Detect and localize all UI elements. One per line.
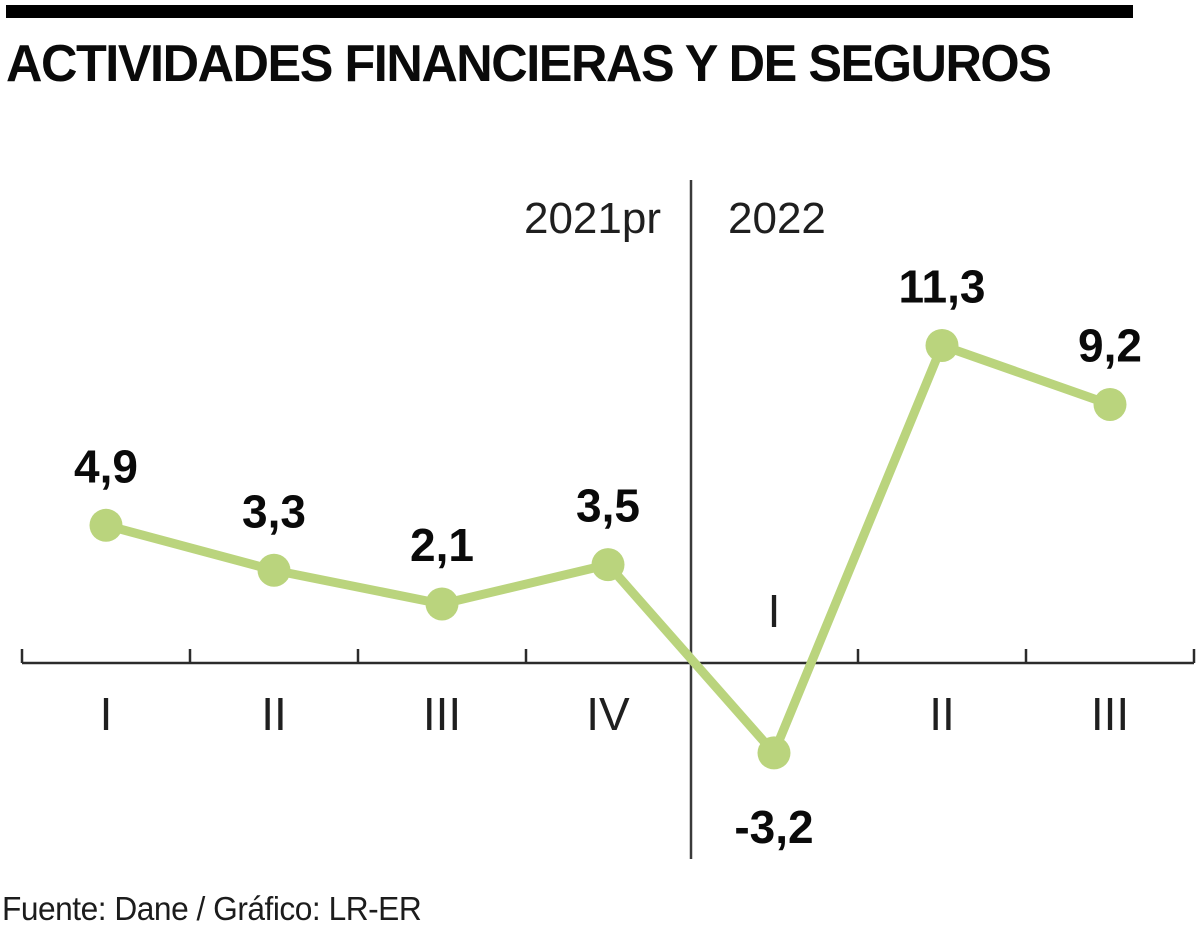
x-axis-label: II [929,688,955,740]
data-point [257,553,291,587]
data-point-label: 4,9 [74,440,138,492]
data-point [1093,387,1127,421]
x-axis-label: III [423,688,461,740]
data-point [591,548,625,582]
data-point-label: 3,5 [576,480,640,532]
data-point-label: -3,2 [734,801,813,853]
data-point [757,736,791,770]
data-point [89,508,123,542]
x-axis-label: IV [586,688,630,740]
data-point-label: 11,3 [899,260,986,312]
source-credit: Fuente: Dane / Gráfico: LR-ER [2,890,422,927]
period-label-2022: 2022 [728,194,826,243]
period-label-2021pr: 2021pr [524,194,661,243]
x-axis-label: I [768,585,781,637]
chart-title: ACTIVIDADES FINANCIERAS Y DE SEGUROS [6,35,1052,93]
title-top-rule [6,5,1133,18]
data-point [425,587,459,621]
x-axis-label: II [261,688,287,740]
x-axis-label: I [100,688,113,740]
data-point-label: 3,3 [242,485,306,537]
x-axis-label: III [1091,688,1129,740]
data-point [925,328,959,362]
data-point-label: 2,1 [410,519,474,571]
data-point-label: 9,2 [1078,319,1142,371]
